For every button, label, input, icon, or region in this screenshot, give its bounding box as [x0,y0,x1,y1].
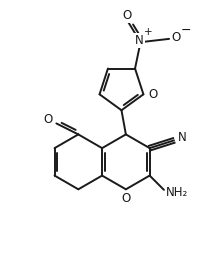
Text: O: O [123,9,132,22]
Text: N: N [135,34,144,47]
Text: NH₂: NH₂ [166,186,188,199]
Text: O: O [43,113,53,126]
Text: O: O [171,31,181,44]
Text: O: O [121,192,130,205]
Text: N: N [178,131,187,144]
Text: +: + [143,27,152,37]
Text: −: − [180,24,191,37]
Text: O: O [148,88,157,101]
